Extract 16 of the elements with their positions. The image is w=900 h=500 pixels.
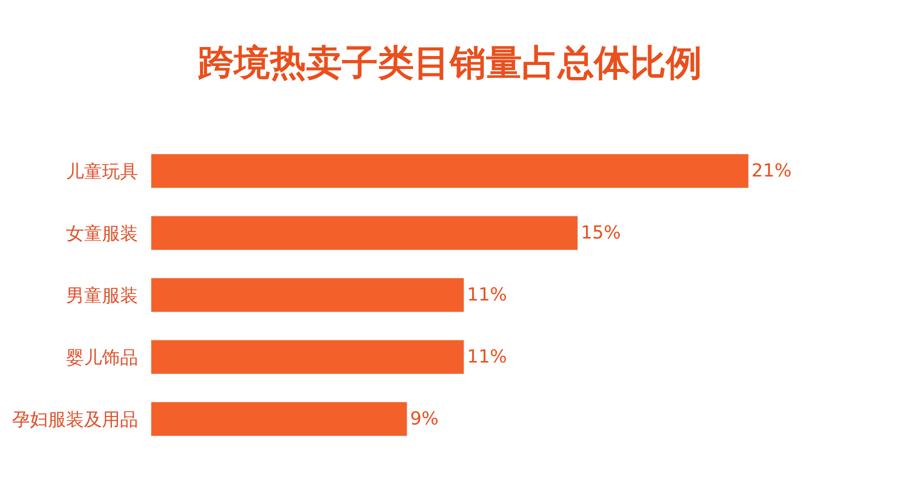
- y-tick-label: 儿童玩具: [66, 161, 138, 182]
- bar: [151, 154, 749, 188]
- bar: [151, 216, 578, 250]
- bar: [151, 340, 464, 374]
- bar: [151, 278, 464, 312]
- data-label: 9%: [410, 408, 439, 430]
- y-tick-label: 男童服装: [66, 285, 138, 306]
- data-label: 11%: [467, 346, 508, 368]
- y-tick-label: 女童服装: [66, 223, 138, 244]
- data-label: 21%: [752, 160, 792, 182]
- y-tick-label: 婴儿饰品: [66, 347, 138, 368]
- y-tick-label: 孕妇服装及用品: [12, 409, 138, 430]
- data-label: 11%: [467, 284, 508, 306]
- data-label: 15%: [580, 222, 621, 244]
- chart-title: 跨境热卖子类目销量占总体比例: [197, 43, 702, 84]
- bar: [151, 402, 408, 436]
